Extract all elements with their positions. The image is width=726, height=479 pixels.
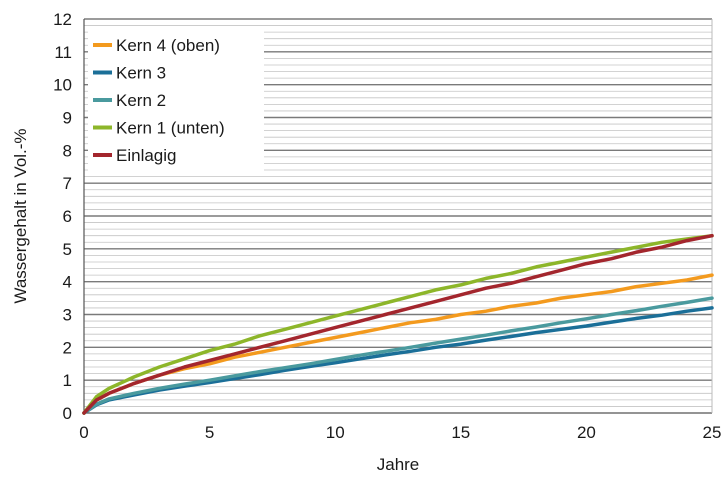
y-tick-label: 2 <box>63 338 72 357</box>
y-tick-label: 1 <box>63 371 72 390</box>
series-line-3 <box>82 296 714 415</box>
legend-entry: Kern 4 (oben) <box>116 36 220 55</box>
x-tick-label: 10 <box>326 423 345 442</box>
legend-entry: Kern 1 (unten) <box>116 119 225 138</box>
y-tick-label: 5 <box>63 240 72 259</box>
y-tick-label: 0 <box>63 404 72 423</box>
y-tick-label: 9 <box>63 109 72 128</box>
y-tick-label: 3 <box>63 306 72 325</box>
y-axis-label: Wassergehalt in Vol.-% <box>11 128 30 303</box>
series-line-5 <box>82 233 714 415</box>
x-tick-label: 25 <box>703 423 722 442</box>
y-tick-label: 7 <box>63 174 72 193</box>
x-tick-label: 0 <box>79 423 88 442</box>
x-tick-label: 5 <box>205 423 214 442</box>
y-tick-label: 12 <box>53 10 72 29</box>
series-line-1 <box>82 273 714 415</box>
y-tick-label: 11 <box>54 43 72 62</box>
x-axis-label: Jahre <box>377 455 420 474</box>
series-line-4 <box>82 233 714 415</box>
y-tick-label: 6 <box>63 207 72 226</box>
legend-entry: Einlagig <box>116 146 177 165</box>
axes <box>83 19 713 414</box>
x-tick-label: 20 <box>577 423 596 442</box>
y-tick-label: 8 <box>63 141 72 160</box>
legend-entry: Kern 3 <box>116 64 166 83</box>
data-series <box>82 233 714 415</box>
y-tick-label: 10 <box>53 76 72 95</box>
y-tick-label: 4 <box>63 273 72 292</box>
legend-entry: Kern 2 <box>116 91 166 110</box>
x-tick-label: 15 <box>451 423 470 442</box>
legend: Kern 4 (oben) Kern 3 Kern 2 Kern 1 (unten) E… <box>88 28 264 176</box>
legend-box <box>88 28 264 176</box>
